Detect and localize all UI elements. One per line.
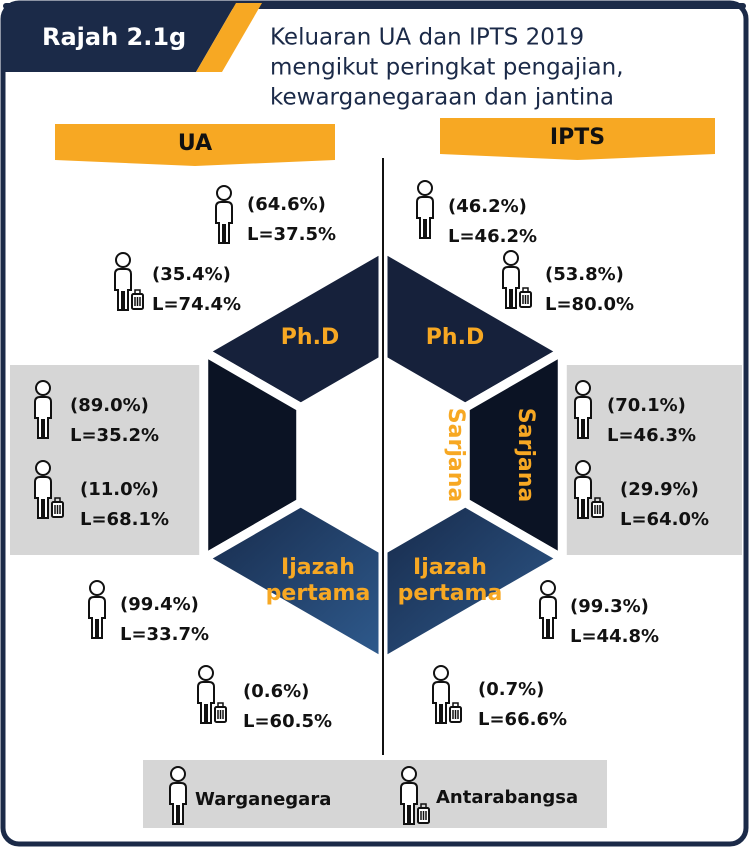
male-value: L=60.5% bbox=[243, 711, 332, 732]
male-value: L=46.2% bbox=[448, 226, 537, 247]
share-value: (11.0%) bbox=[80, 479, 159, 500]
person-icon bbox=[539, 580, 557, 639]
male-value: L=68.1% bbox=[80, 509, 169, 530]
header-badge bbox=[3, 3, 236, 72]
banner bbox=[440, 118, 715, 160]
person-icon bbox=[88, 580, 106, 639]
banner bbox=[55, 124, 335, 166]
male-value: L=37.5% bbox=[247, 224, 336, 245]
male-value: L=74.4% bbox=[152, 294, 241, 315]
male-value: L=46.3% bbox=[607, 425, 696, 446]
panel-name: IPTS bbox=[550, 125, 605, 150]
male-value: L=66.6% bbox=[478, 709, 567, 730]
band bbox=[560, 365, 742, 555]
level-label: Ijazah bbox=[281, 555, 355, 580]
person-icon bbox=[34, 380, 52, 439]
person-icon bbox=[416, 180, 434, 239]
person-icon bbox=[574, 380, 592, 439]
level-label: Sarjana bbox=[513, 408, 538, 502]
header-label: Rajah 2.1g bbox=[42, 23, 186, 51]
level-label: pertama bbox=[398, 581, 503, 606]
male-value: L=64.0% bbox=[620, 509, 709, 530]
share-value: (64.6%) bbox=[247, 194, 326, 215]
level-label: Ijazah bbox=[413, 555, 487, 580]
level-label: Ph.D bbox=[281, 325, 339, 350]
legend-label: Warganegara bbox=[195, 789, 331, 810]
share-value: (70.1%) bbox=[607, 395, 686, 416]
share-value: (53.8%) bbox=[545, 264, 624, 285]
legend-box bbox=[143, 760, 607, 828]
panel-name: UA bbox=[178, 131, 212, 156]
share-value: (0.7%) bbox=[478, 679, 544, 700]
header-stripe bbox=[196, 3, 262, 72]
share-value: (46.2%) bbox=[448, 196, 527, 217]
header-title: mengikut peringkat pengajian, bbox=[270, 55, 624, 81]
level-label: Sarjana bbox=[443, 408, 468, 502]
male-value: L=80.0% bbox=[545, 294, 634, 315]
header-title: Keluaran UA dan IPTS 2019 bbox=[270, 25, 584, 51]
male-value: L=35.2% bbox=[70, 425, 159, 446]
share-value: (99.4%) bbox=[120, 594, 199, 615]
share-value: (99.3%) bbox=[570, 596, 649, 617]
share-value: (35.4%) bbox=[152, 264, 231, 285]
share-value: (29.9%) bbox=[620, 479, 699, 500]
legend-icon bbox=[169, 766, 187, 825]
person-icon bbox=[215, 185, 233, 244]
level-label: pertama bbox=[266, 581, 371, 606]
header-title: kewarganegaraan dan jantina bbox=[270, 85, 614, 111]
male-value: L=33.7% bbox=[120, 624, 209, 645]
share-value: (89.0%) bbox=[70, 395, 149, 416]
level-label: Ph.D bbox=[426, 325, 484, 350]
share-value: (0.6%) bbox=[243, 681, 309, 702]
male-value: L=44.8% bbox=[570, 626, 659, 647]
legend-label: Antarabangsa bbox=[436, 787, 578, 808]
